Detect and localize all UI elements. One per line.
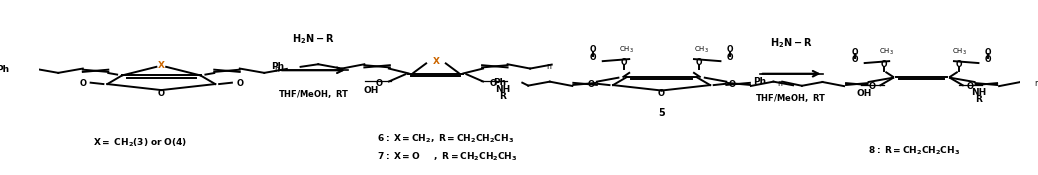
Text: n: n: [1035, 79, 1038, 88]
Text: O: O: [658, 89, 665, 98]
Text: O: O: [588, 80, 595, 89]
Text: n: n: [777, 79, 783, 88]
Text: Ph: Ph: [754, 77, 767, 86]
Text: O: O: [376, 79, 383, 88]
Text: $\mathbf{7:\ X=O\ \ \ \ \ ,\ R=CH_2CH_2CH_3}$: $\mathbf{7:\ X=O\ \ \ \ \ ,\ R=CH_2CH_2C…: [377, 150, 518, 163]
Text: O: O: [727, 45, 734, 54]
Text: O: O: [727, 53, 734, 62]
Text: Ph: Ph: [0, 65, 9, 74]
Text: R: R: [975, 95, 982, 104]
Text: O: O: [590, 53, 596, 62]
Text: O: O: [851, 48, 858, 57]
Text: X: X: [158, 61, 165, 70]
Text: Ph: Ph: [493, 78, 507, 87]
Text: $\mathbf{X=\ CH_2(3)\ or\ O(4)}$: $\mathbf{X=\ CH_2(3)\ or\ O(4)}$: [92, 136, 187, 149]
Text: O: O: [729, 80, 736, 89]
Text: CH$_3$: CH$_3$: [952, 47, 966, 57]
Text: $\mathbf{8:\ R=CH_2CH_2CH_3}$: $\mathbf{8:\ R=CH_2CH_2CH_3}$: [868, 145, 960, 158]
Text: O: O: [985, 48, 991, 57]
Text: n: n: [274, 65, 279, 74]
Text: O: O: [489, 79, 496, 88]
Text: O: O: [967, 82, 974, 91]
Text: R: R: [499, 92, 507, 102]
Text: O: O: [985, 55, 991, 64]
Text: O: O: [237, 79, 243, 88]
Text: NH: NH: [971, 88, 986, 97]
Text: NH: NH: [495, 85, 511, 94]
Text: $\mathbf{H_2N-R}$: $\mathbf{H_2N-R}$: [292, 32, 334, 46]
Text: $\mathbf{THF/MeOH,\ RT}$: $\mathbf{THF/MeOH,\ RT}$: [277, 88, 349, 100]
Text: $\mathbf{H_2N-R}$: $\mathbf{H_2N-R}$: [770, 36, 813, 50]
Text: O: O: [590, 45, 596, 54]
Text: O: O: [158, 89, 165, 98]
Text: O: O: [79, 79, 86, 88]
Text: 5: 5: [658, 108, 665, 118]
Text: $\mathbf{THF/MeOH,\ RT}$: $\mathbf{THF/MeOH,\ RT}$: [756, 92, 827, 104]
Text: O: O: [881, 60, 887, 69]
Text: OH: OH: [363, 86, 379, 95]
Text: CH$_3$: CH$_3$: [620, 44, 634, 55]
Text: n: n: [546, 62, 551, 71]
Text: O: O: [621, 58, 628, 67]
Text: X: X: [433, 57, 439, 66]
Text: O: O: [869, 82, 876, 91]
Text: $\mathbf{6:\ X=CH_2,\ R=CH_2CH_2CH_3}$: $\mathbf{6:\ X=CH_2,\ R=CH_2CH_2CH_3}$: [377, 133, 514, 145]
Text: OH: OH: [857, 89, 872, 98]
Text: CH$_3$: CH$_3$: [879, 47, 895, 57]
Text: O: O: [956, 60, 962, 69]
Text: O: O: [851, 55, 858, 64]
Text: O: O: [695, 58, 702, 67]
Text: CH$_3$: CH$_3$: [693, 44, 709, 55]
Text: Ph: Ph: [271, 62, 284, 71]
